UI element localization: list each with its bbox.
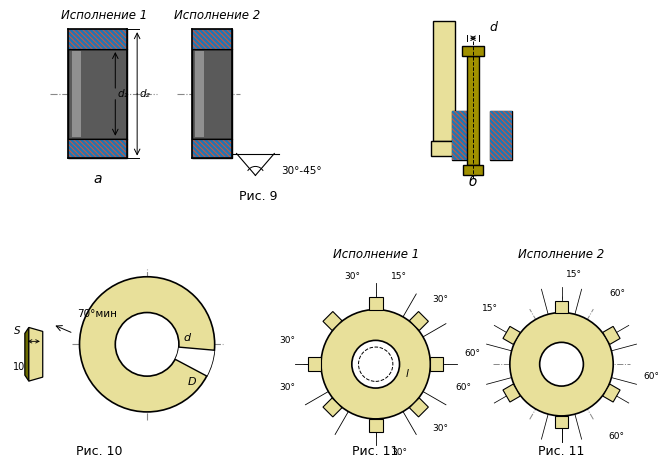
Text: 15°: 15° — [566, 270, 582, 279]
Polygon shape — [409, 311, 428, 330]
Polygon shape — [434, 21, 455, 141]
Text: Рис. 9: Рис. 9 — [239, 190, 278, 203]
Text: 60°: 60° — [455, 383, 472, 392]
Polygon shape — [192, 138, 232, 158]
Text: d₂: d₂ — [139, 89, 150, 99]
Text: Исполнение 2: Исполнение 2 — [519, 248, 605, 261]
Text: Рис. 11: Рис. 11 — [538, 445, 585, 458]
Polygon shape — [490, 111, 512, 161]
Text: l: l — [405, 369, 409, 379]
Text: 15°: 15° — [392, 272, 407, 281]
Polygon shape — [452, 111, 470, 161]
Polygon shape — [25, 328, 29, 381]
Polygon shape — [68, 138, 127, 158]
Text: 60°: 60° — [609, 289, 625, 298]
Text: 30°: 30° — [280, 336, 295, 345]
Text: S: S — [14, 327, 20, 337]
Circle shape — [115, 312, 179, 376]
Circle shape — [352, 340, 399, 388]
Polygon shape — [463, 165, 483, 175]
Polygon shape — [603, 327, 620, 345]
Circle shape — [321, 310, 430, 419]
Circle shape — [540, 342, 584, 386]
Circle shape — [510, 312, 613, 416]
Polygon shape — [29, 328, 43, 381]
Polygon shape — [323, 398, 342, 417]
Text: 60°: 60° — [608, 432, 624, 441]
Polygon shape — [467, 56, 479, 165]
Text: Исполнение 1: Исполнение 1 — [332, 248, 418, 261]
Polygon shape — [72, 51, 82, 137]
Text: Исполнение 1: Исполнение 1 — [61, 9, 147, 22]
Text: Рис. 10: Рис. 10 — [76, 445, 122, 458]
Text: б: б — [469, 175, 477, 190]
Text: 30°: 30° — [392, 448, 407, 457]
Polygon shape — [192, 138, 232, 158]
Text: 15°: 15° — [482, 304, 498, 313]
Text: 60°: 60° — [643, 372, 658, 381]
Text: 70°мин: 70°мин — [78, 310, 118, 319]
Polygon shape — [409, 398, 428, 417]
Polygon shape — [308, 357, 321, 371]
Circle shape — [359, 347, 393, 382]
Polygon shape — [430, 357, 443, 371]
Text: 30°-45°: 30°-45° — [281, 166, 322, 176]
Polygon shape — [368, 419, 383, 432]
Text: d: d — [489, 21, 497, 34]
Text: Исполнение 2: Исполнение 2 — [174, 9, 260, 22]
Text: 10: 10 — [13, 362, 25, 372]
Text: 60°: 60° — [464, 349, 480, 358]
Text: а: а — [93, 173, 101, 186]
Text: 30°: 30° — [344, 272, 360, 281]
Polygon shape — [462, 46, 484, 56]
Text: d₁: d₁ — [117, 89, 128, 99]
Polygon shape — [503, 384, 520, 402]
Text: 30°: 30° — [432, 424, 448, 433]
Wedge shape — [175, 347, 215, 376]
Polygon shape — [555, 301, 569, 312]
Polygon shape — [555, 416, 569, 428]
Text: d: d — [380, 355, 386, 365]
Polygon shape — [503, 327, 520, 345]
Polygon shape — [603, 384, 620, 402]
Polygon shape — [490, 111, 512, 161]
Polygon shape — [192, 29, 232, 49]
Text: d: d — [184, 333, 191, 343]
Polygon shape — [432, 141, 461, 155]
Polygon shape — [192, 29, 232, 49]
Polygon shape — [68, 29, 127, 49]
Polygon shape — [68, 29, 127, 49]
Circle shape — [80, 277, 215, 412]
Text: 30°: 30° — [432, 295, 448, 304]
Polygon shape — [368, 297, 383, 310]
Text: Рис. 11: Рис. 11 — [353, 445, 399, 458]
Polygon shape — [68, 138, 127, 158]
Polygon shape — [195, 51, 204, 137]
Polygon shape — [452, 111, 470, 161]
Polygon shape — [68, 49, 127, 138]
Text: 30°: 30° — [280, 383, 295, 392]
Polygon shape — [323, 311, 342, 330]
Polygon shape — [192, 49, 232, 138]
Text: D: D — [188, 376, 196, 386]
